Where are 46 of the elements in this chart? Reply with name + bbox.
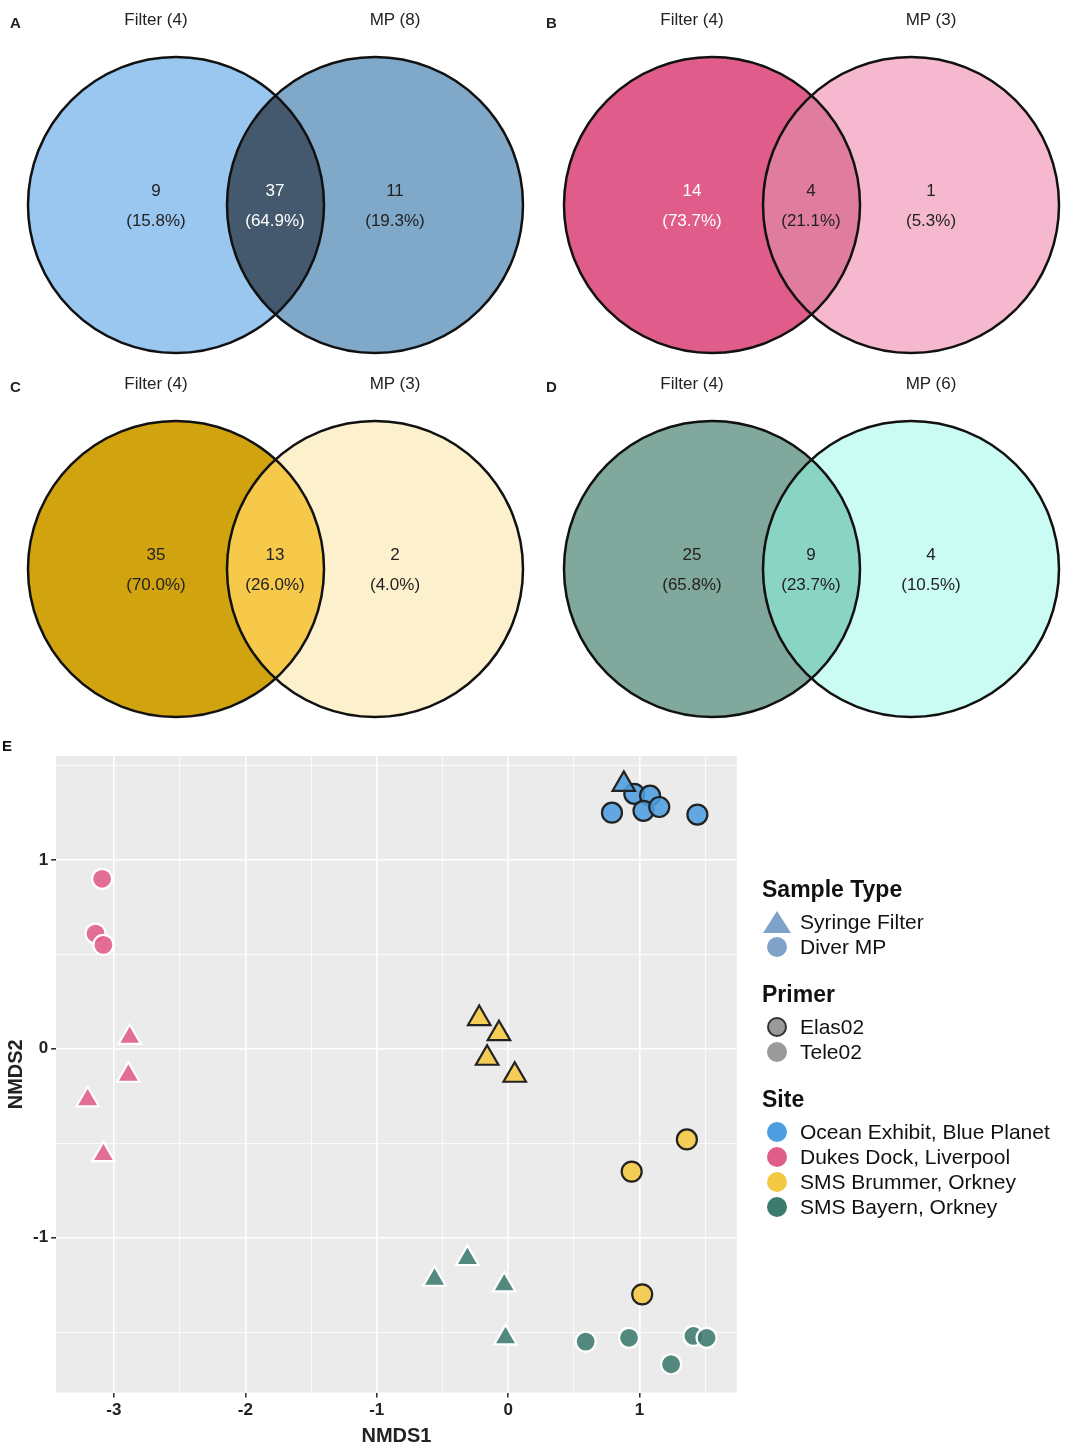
data-label: 9 (23.7%) — [781, 544, 841, 594]
text: C — [10, 378, 21, 396]
legend-label: Ocean Exhibit, Blue Planet — [799, 1119, 1050, 1144]
data-label: 25 (65.8%) — [662, 544, 722, 594]
data-label: 9 (15.8%) — [126, 180, 186, 230]
y-tick-label: 1 — [38, 849, 49, 869]
legend-label: SMS Bayern, Orkney — [799, 1194, 999, 1219]
x-tick-label: 1 — [634, 1400, 645, 1420]
data-label: 2 (4.0%) — [369, 544, 421, 594]
data-label: 11 (19.3%) — [365, 180, 425, 230]
x-tick-label: -2 — [237, 1400, 253, 1420]
category-label: Filter (4) — [660, 373, 724, 393]
text: Diver MP — [799, 934, 888, 959]
category-label: Filter (4) — [124, 373, 188, 393]
legend-label: SMS Brummer, Orkney — [799, 1169, 1017, 1194]
data-label: 35 (70.0%) — [126, 544, 186, 594]
text: A — [10, 14, 21, 32]
chart-title: E — [2, 737, 13, 755]
text: Primer — [762, 981, 836, 1008]
text: Syringe Filter — [799, 909, 925, 934]
data-label: 4 (10.5%) — [901, 544, 961, 594]
text: D — [546, 378, 557, 396]
data-label: 14 (73.7%) — [662, 180, 722, 230]
data-label: 13 (26.0%) — [245, 544, 305, 594]
text: Tele02 — [799, 1039, 863, 1064]
category-label: MP (3) — [369, 373, 421, 393]
category-label: Filter (4) — [124, 9, 188, 29]
y-axis-title: NMDS2 — [3, 1039, 26, 1110]
x-axis-title: NMDS1 — [361, 1423, 432, 1446]
category-label: MP (8) — [369, 9, 421, 29]
legend-title: Site — [762, 1086, 806, 1113]
x-tick-label: -3 — [106, 1400, 122, 1420]
text: Elas02 — [799, 1014, 866, 1039]
data-label: 4 (21.1%) — [781, 180, 841, 230]
category-label: MP (3) — [905, 9, 957, 29]
text: Sample Type — [762, 876, 904, 903]
category-label: MP (6) — [905, 373, 957, 393]
data-label: 1 (5.3%) — [905, 180, 957, 230]
x-tick-label: 0 — [503, 1400, 513, 1420]
y-tick-label: -1 — [32, 1227, 49, 1247]
y-tick-label: 0 — [38, 1038, 49, 1058]
category-label: Filter (4) — [660, 9, 724, 29]
legend-label: Dukes Dock, Liverpool — [799, 1144, 1012, 1169]
text: B — [546, 14, 557, 32]
data-label: 37 (64.9%) — [245, 180, 305, 230]
x-tick-label: -1 — [369, 1400, 385, 1420]
